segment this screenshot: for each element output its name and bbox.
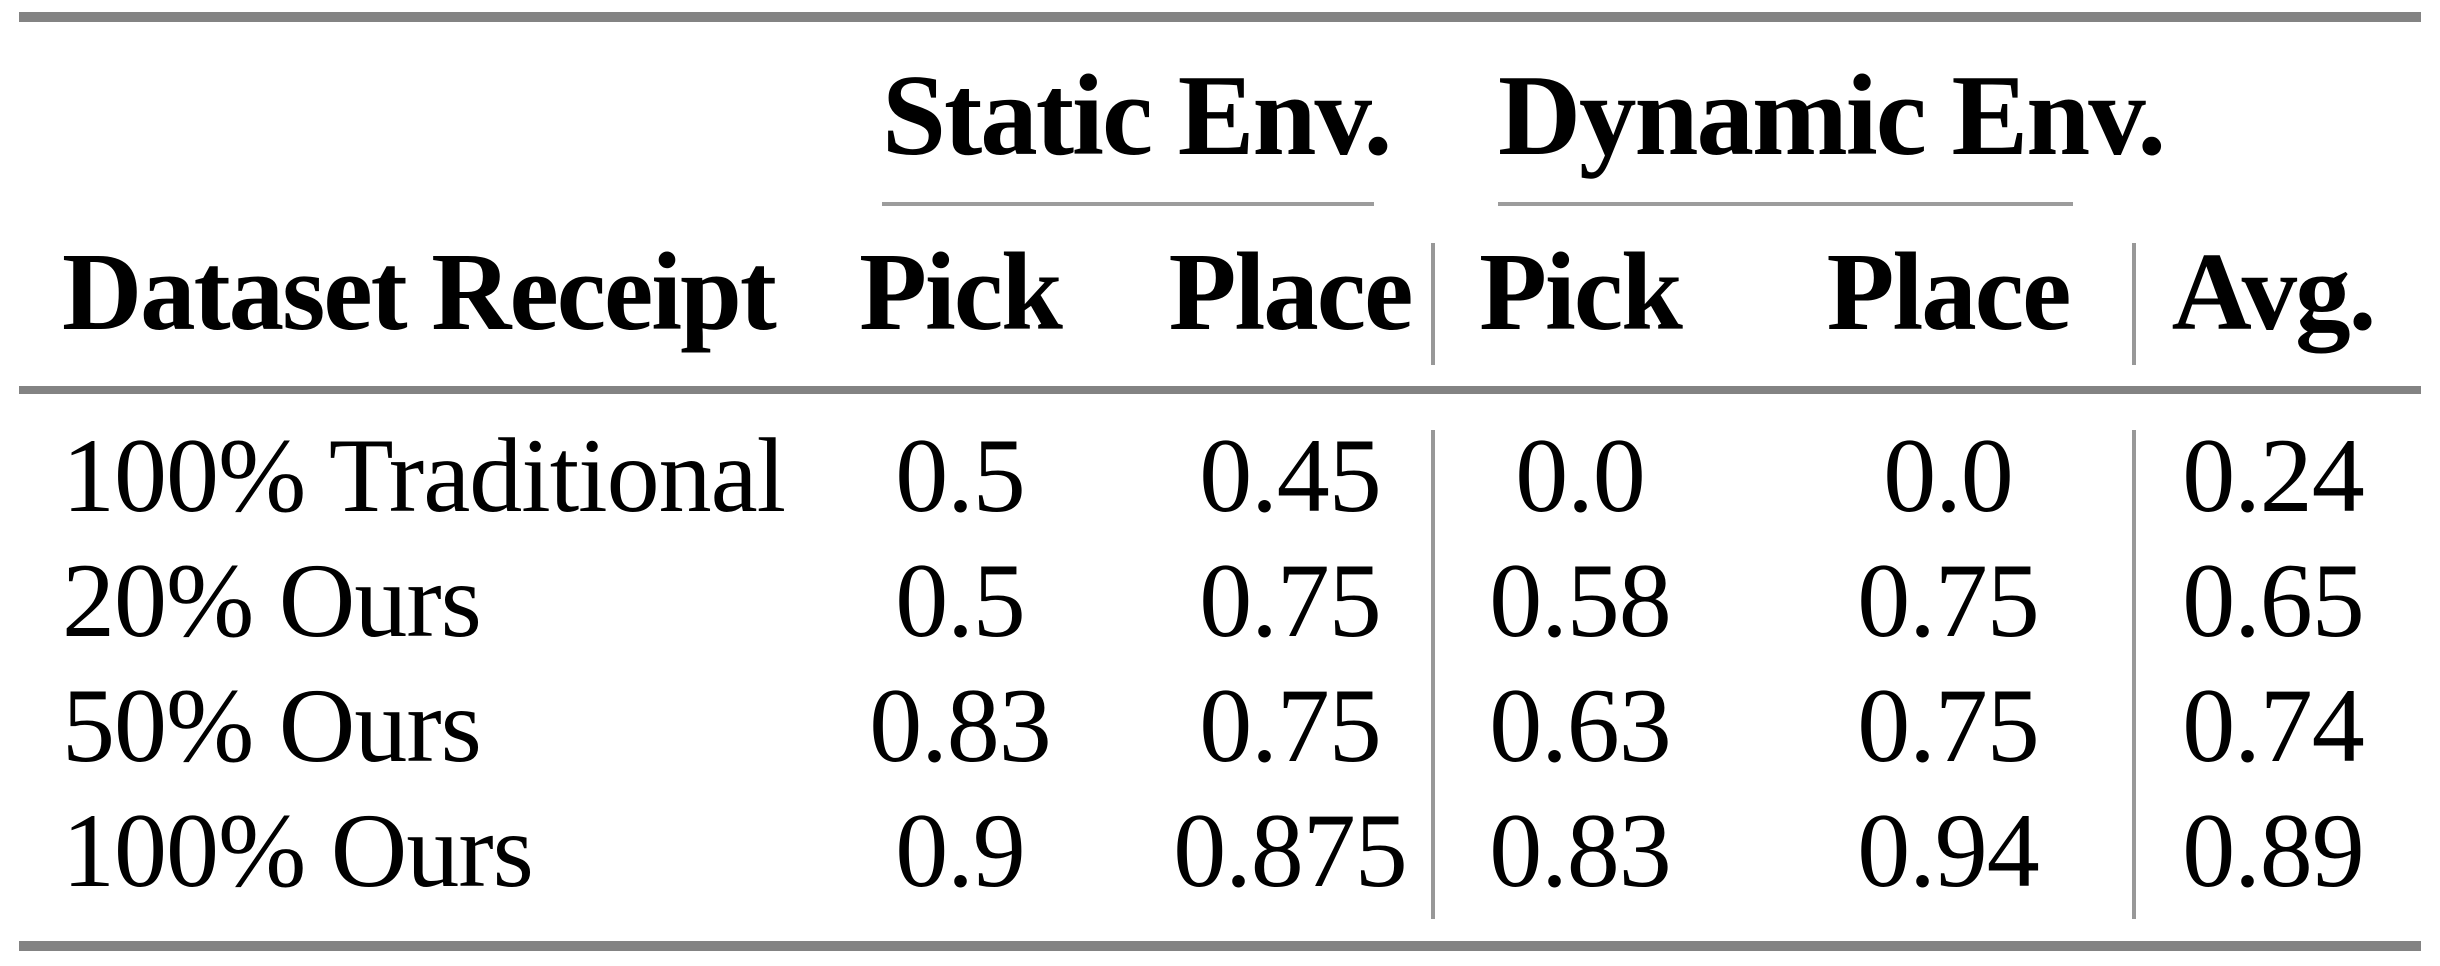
column-header-dynamic-pick: Pick (1479, 231, 1683, 354)
column-header-avg: Avg. (2171, 231, 2377, 354)
value-static-pick: 0.9 (895, 792, 1026, 909)
value-avg: 0.74 (2182, 667, 2365, 784)
value-static-place: 0.75 (1199, 667, 1382, 784)
column-separator-2-body (2132, 430, 2136, 919)
group-header-static-env: Static Env. (882, 52, 1392, 179)
row-label: 20% Ours (62, 542, 482, 659)
value-dynamic-place: 0.0 (1883, 417, 2014, 534)
value-avg: 0.89 (2182, 792, 2365, 909)
column-separator-1-header (1431, 243, 1435, 365)
value-dynamic-place: 0.75 (1857, 667, 2040, 784)
column-header-dataset-receipt: Dataset Receipt (62, 231, 777, 354)
value-static-place: 0.75 (1199, 542, 1382, 659)
cmidrule-static-env (882, 202, 1374, 206)
value-static-place: 0.875 (1173, 792, 1408, 909)
table-bottom-rule (19, 941, 2421, 951)
value-dynamic-place: 0.94 (1857, 792, 2040, 909)
column-separator-2-header (2132, 243, 2136, 365)
table-row: 50% Ours 0.83 0.75 0.63 0.75 0.74 (0, 673, 2440, 779)
value-avg: 0.65 (2182, 542, 2365, 659)
value-dynamic-place: 0.75 (1857, 542, 2040, 659)
row-label: 50% Ours (62, 667, 482, 784)
value-dynamic-pick: 0.63 (1489, 667, 1672, 784)
table-header-rule (19, 386, 2421, 394)
row-label: 100% Traditional (62, 417, 786, 534)
column-header-dynamic-place: Place (1826, 231, 2072, 354)
value-avg: 0.24 (2182, 417, 2365, 534)
column-header-static-place: Place (1168, 231, 1414, 354)
value-dynamic-pick: 0.0 (1515, 417, 1646, 534)
cmidrule-dynamic-env (1498, 202, 2073, 206)
value-dynamic-pick: 0.83 (1489, 792, 1672, 909)
value-static-pick: 0.5 (895, 417, 1026, 534)
value-static-pick: 0.83 (869, 667, 1052, 784)
table-row: 100% Traditional 0.5 0.45 0.0 0.0 0.24 (0, 423, 2440, 529)
value-dynamic-pick: 0.58 (1489, 542, 1672, 659)
column-separator-1-body (1431, 430, 1435, 919)
table-top-rule (19, 12, 2421, 22)
column-header-static-pick: Pick (859, 231, 1063, 354)
value-static-pick: 0.5 (895, 542, 1026, 659)
value-static-place: 0.45 (1199, 417, 1382, 534)
group-header-dynamic-env: Dynamic Env. (1498, 52, 2166, 179)
row-label: 100% Ours (62, 792, 534, 909)
table-row: 100% Ours 0.9 0.875 0.83 0.94 0.89 (0, 798, 2440, 904)
table-row: 20% Ours 0.5 0.75 0.58 0.75 0.65 (0, 548, 2440, 654)
